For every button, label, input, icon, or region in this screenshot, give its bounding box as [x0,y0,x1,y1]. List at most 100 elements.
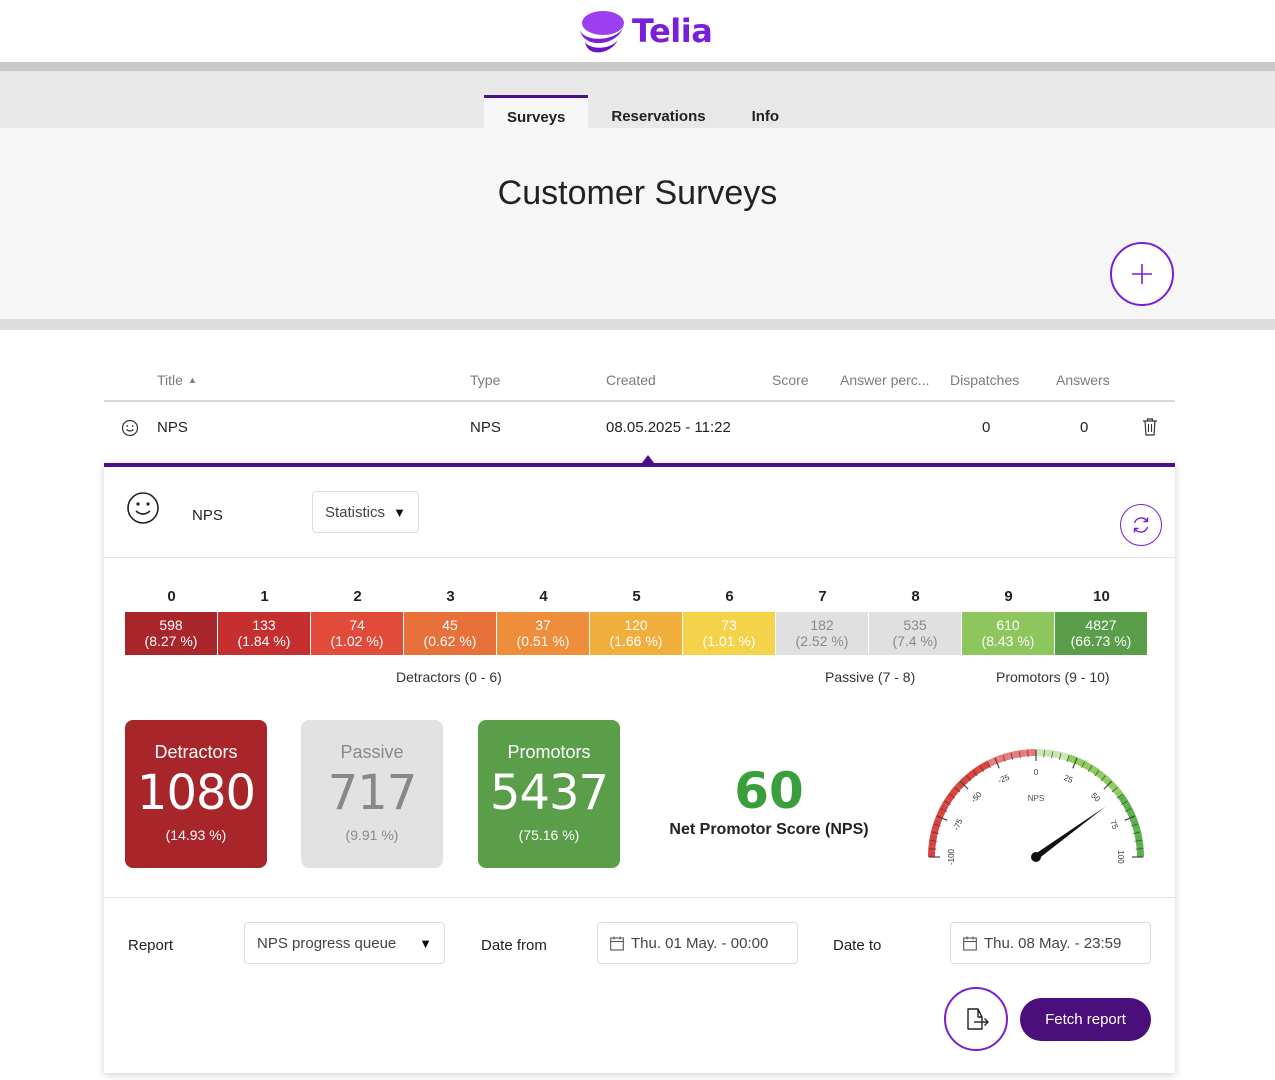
gauge-band-segment [986,758,995,768]
date-from-field[interactable]: Thu. 01 May. - 00:00 [597,922,798,964]
date-to-field[interactable]: Thu. 08 May. - 23:59 [950,922,1151,964]
report-select[interactable]: NPS progress queue ▼ [244,922,445,964]
gauge-tick [1135,848,1143,850]
panel-divider [104,897,1175,898]
row-title: NPS [157,419,188,436]
scale-cell-count: 535 [903,617,927,633]
column-title[interactable]: Title ▲ [157,372,197,388]
gauge-band-segment [1077,758,1086,768]
gauge-tick [930,839,938,842]
scale-cell-percent: (2.52 %) [795,633,849,649]
gauge-tick [972,770,978,777]
page-header: Customer Surveys [0,128,1275,319]
column-answer-percent[interactable]: Answer perc... [840,372,930,388]
scale-cell: 133 (1.84 %) [218,612,310,655]
refresh-button[interactable] [1120,504,1162,546]
gauge-tick-label: 100 [1116,850,1125,864]
scale-score-label: 10 [1093,588,1110,605]
gauge-tick [1103,780,1113,790]
calendar-icon [610,936,624,951]
gauge-band-segment [945,793,955,802]
table-row[interactable]: NPS NPS 08.05.2025 - 11:22 0 0 [104,404,1175,452]
nav-bar: Surveys Reservations Info [0,62,1275,137]
gauge-tick [1094,770,1100,777]
gauge-tick [949,793,956,799]
date-to-value: Thu. 08 May. - 23:59 [984,934,1122,952]
nps-label: Net Promotor Score (NPS) [669,821,869,838]
scale-cell: 73 (1.01 %) [683,612,775,655]
column-dispatches[interactable]: Dispatches [950,372,1020,388]
gauge-tick [1051,751,1054,759]
scale-cell-percent: (0.51 %) [516,633,570,649]
gauge-tick [1134,839,1142,842]
gauge-tick [1027,750,1029,758]
promotors-card: Promotors 5437 (75.16 %) [478,720,620,868]
column-type[interactable]: Type [470,372,501,388]
card-percent: (75.16 %) [518,827,580,843]
card-value: 5437 [489,765,609,821]
column-score[interactable]: Score [772,372,809,388]
gauge-tick [1002,755,1006,763]
smiley-icon [121,419,139,441]
plus-icon [1132,264,1152,284]
gauge-tick-label: 75 [1108,819,1120,831]
scale-score-label: 1 [260,588,269,605]
passive-group-label: Passive (7 - 8) [825,669,916,685]
gauge-tick [1059,752,1062,760]
row-created: 08.05.2025 - 11:22 [606,419,731,436]
scale-cell-percent: (1.66 %) [609,633,663,649]
trash-icon[interactable] [1142,417,1158,440]
nps-gauge: -100 -75 -50 -25 0 25 50 75 100 NPS [928,749,1144,865]
gauge-tick [954,787,961,793]
gauge-band-segment [1091,766,1100,776]
scale-score-label: 5 [632,588,641,605]
gauge-band-segment [997,754,1005,763]
caret-down-icon: ▼ [393,505,406,520]
column-created[interactable]: Created [606,372,656,388]
gauge-band-segment [968,769,977,779]
brand-name: Telia [632,12,713,50]
gauge-tick [959,780,969,790]
gauge-band-segment [1125,807,1135,816]
gauge-tick [1121,800,1128,806]
telia-logo-icon [580,11,624,53]
survey-name: NPS [192,507,223,524]
gauge-band-segment [1136,851,1144,857]
column-answers[interactable]: Answers [1056,372,1110,388]
view-select[interactable]: Statistics ▼ [312,491,419,533]
card-percent: (9.91 %) [345,827,399,843]
scale-score-label: 8 [911,588,920,605]
gauge-tick [1111,787,1118,793]
scale-cell-count: 37 [535,617,551,633]
tab-reservations[interactable]: Reservations [611,107,706,125]
sort-asc-icon: ▲ [187,375,197,385]
gauge-tick [1066,755,1070,763]
export-button[interactable] [944,987,1008,1051]
gauge-band-segment [1114,789,1124,798]
gauge-tick [944,800,951,806]
add-survey-button[interactable] [1110,242,1174,306]
fetch-report-button[interactable]: Fetch report [1020,998,1151,1041]
gauge-tick-label: -25 [997,772,1012,785]
gauge-band-segment [929,834,938,842]
scale-cell-percent: (7.4 %) [892,633,938,649]
gauge-band-segment [1117,793,1127,802]
scale-cell-percent: (8.43 %) [981,633,1035,649]
tab-info[interactable]: Info [751,107,780,125]
gauge-band-segment [928,840,937,847]
date-to-label: Date to [833,937,882,954]
gauge-tick [934,823,942,827]
gauge-band-segment [982,760,991,770]
gauge-band-segment [1134,834,1143,842]
gauge-tick [929,848,937,850]
telia-logo[interactable]: Telia [576,6,713,56]
scale-cell: 610 (8.43 %) [962,612,1054,655]
caret-down-icon: ▼ [419,936,432,951]
gauge-tick-label: -50 [969,790,984,805]
gauge-band-segment [1036,749,1042,757]
card-percent: (14.93 %) [165,827,227,843]
scale-cell-count: 4827 [1085,617,1117,633]
card-value: 717 [327,765,418,821]
scale-cell: 37 (0.51 %) [497,612,589,655]
gauge-tick [1072,757,1078,769]
